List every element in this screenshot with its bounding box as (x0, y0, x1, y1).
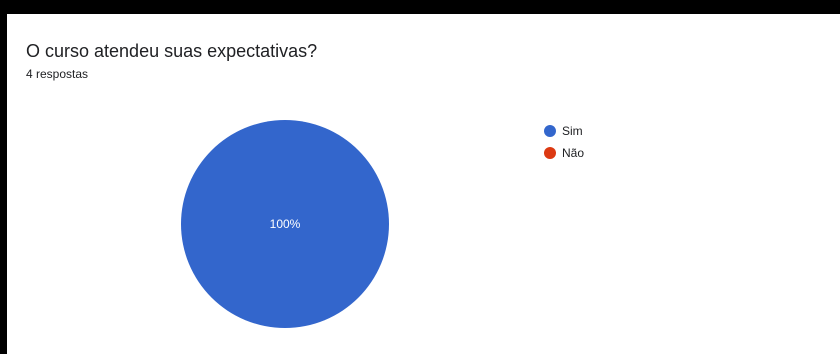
pie-label-sim: 100% (270, 217, 301, 231)
legend-swatch-nao (544, 147, 556, 159)
question-card: O curso atendeu suas expectativas? 4 res… (7, 14, 840, 354)
top-border (0, 0, 840, 3)
legend-label-sim: Sim (562, 124, 583, 138)
response-count: 4 respostas (26, 67, 89, 81)
chart-legend: Sim Não (544, 120, 584, 164)
legend-swatch-sim (544, 125, 556, 137)
legend-item-sim[interactable]: Sim (544, 120, 584, 142)
pie-labels: 100% (270, 217, 301, 231)
legend-label-nao: Não (562, 146, 585, 160)
question-title: O curso atendeu suas expectativas? (26, 41, 318, 61)
pie-chart: 100% (181, 120, 389, 328)
pie-slices (181, 120, 389, 328)
legend-item-nao[interactable]: Não (544, 142, 584, 164)
pie-slice-sim[interactable] (181, 120, 389, 328)
